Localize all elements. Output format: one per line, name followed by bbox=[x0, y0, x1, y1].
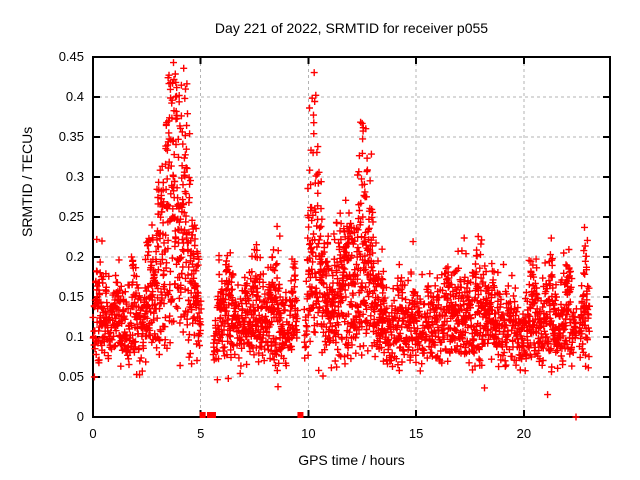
x-tick-label: 0 bbox=[89, 426, 96, 441]
x-tick-label: 20 bbox=[517, 426, 531, 441]
y-tick-label: 0.3 bbox=[66, 169, 84, 184]
y-tick-label: 0.35 bbox=[59, 129, 84, 144]
zero-value-marker bbox=[297, 412, 304, 418]
y-tick-label: 0.05 bbox=[59, 369, 84, 384]
x-tick-label: 5 bbox=[197, 426, 204, 441]
data-points bbox=[89, 59, 593, 421]
plot-border bbox=[92, 56, 611, 418]
y-tick-label: 0.25 bbox=[59, 209, 84, 224]
chart-title: Day 221 of 2022, SRMTID for receiver p05… bbox=[214, 20, 489, 36]
y-tick-label: 0 bbox=[77, 409, 84, 424]
y-tick-label: 0.15 bbox=[59, 289, 84, 304]
zero-value-marker bbox=[206, 412, 216, 418]
x-axis-title: GPS time / hours bbox=[298, 452, 405, 468]
y-tick-label: 0.2 bbox=[66, 249, 84, 264]
y-tick-label: 0.1 bbox=[66, 329, 84, 344]
x-tick-label: 15 bbox=[409, 426, 423, 441]
x-tick-label: 10 bbox=[301, 426, 315, 441]
y-tick-label: 0.45 bbox=[59, 49, 84, 64]
zero-value-marker bbox=[199, 412, 206, 418]
y-tick-label: 0.4 bbox=[66, 89, 84, 104]
